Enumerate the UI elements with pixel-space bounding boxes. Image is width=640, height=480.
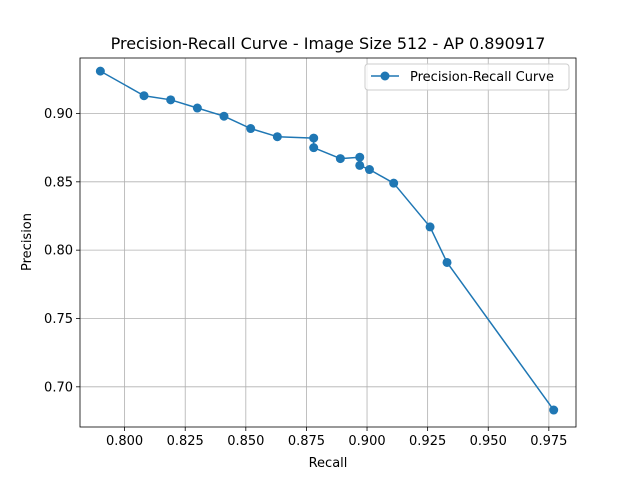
legend: Precision-Recall Curve [364,63,570,91]
x-tick-label: 0.925 [409,434,446,449]
y-axis-label: Precision [20,213,35,271]
y-tick-label: 0.75 [44,312,73,327]
y-tick-label: 0.70 [44,380,73,395]
x-tick-label: 0.875 [288,434,325,449]
data-point [549,405,559,415]
chart-title: Precision-Recall Curve - Image Size 512 … [111,34,546,53]
x-tick-label: 0.850 [227,434,264,449]
x-axis-ticks: 0.800 0.825 0.850 0.875 0.900 0.925 0.950 0.975 [106,427,567,449]
data-point [442,257,452,267]
legend-marker-swatch [380,71,390,81]
data-point [335,154,345,164]
data-point [389,178,399,188]
plot-frame [79,57,577,428]
data-point [272,132,282,142]
data-point [192,103,202,113]
data-point [355,152,365,162]
x-tick-label: 0.950 [470,434,507,449]
data-point [364,165,374,175]
y-tick-label: 0.80 [44,244,73,259]
series-layer [95,66,559,415]
data-point [219,111,229,121]
data-point [309,143,319,153]
legend-box [364,63,570,91]
x-tick-label: 0.800 [106,434,143,449]
x-tick-label: 0.825 [167,434,204,449]
grid [80,58,576,427]
data-point [355,160,365,170]
x-tick-label: 0.975 [530,434,567,449]
y-tick-label: 0.90 [44,107,73,122]
data-point [246,124,256,134]
data-point [166,95,176,105]
data-point [309,133,319,143]
data-point [139,91,149,101]
data-point [95,66,105,76]
data-point [425,222,435,232]
y-axis-ticks: 0.70 0.75 0.80 0.85 0.90 [44,107,80,395]
x-tick-label: 0.900 [348,434,385,449]
y-tick-label: 0.85 [44,175,73,190]
x-axis-label: Recall [309,456,348,471]
legend-label: Precision-Recall Curve [410,70,554,85]
